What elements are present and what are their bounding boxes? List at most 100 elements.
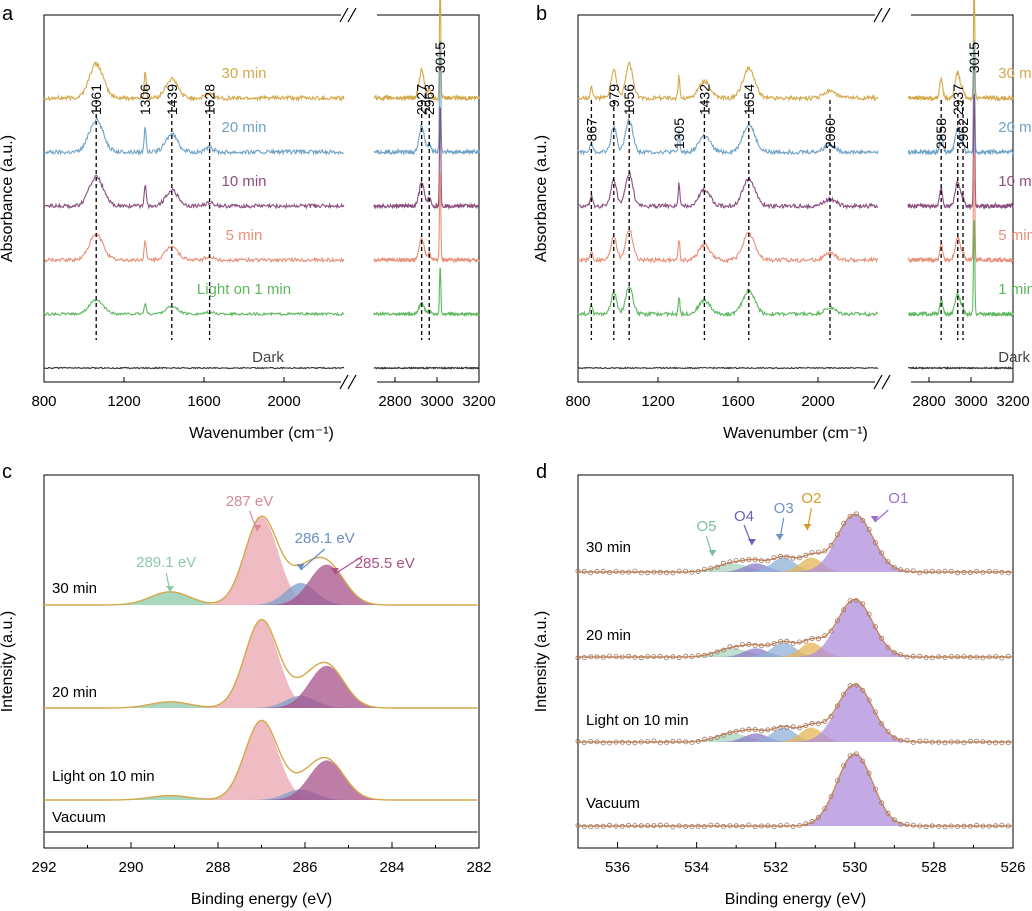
- data-point: [759, 643, 765, 649]
- peak-annotation: 3015: [432, 42, 448, 73]
- component-label: O5: [696, 518, 716, 535]
- peak-annotation: 979: [606, 84, 622, 108]
- data-point: [689, 740, 695, 746]
- spectrum-label: 30 min: [586, 539, 631, 556]
- data-point: [651, 823, 657, 829]
- data-point: [575, 738, 581, 744]
- series-line-30-min: [373, 0, 480, 102]
- series-line-20-min: [577, 118, 879, 156]
- data-point: [619, 654, 625, 660]
- component-label: O2: [801, 490, 821, 507]
- data-point: [632, 823, 638, 829]
- data-point: [626, 822, 632, 828]
- component-arrowhead: [330, 568, 339, 574]
- series-line-dark: [908, 365, 1014, 371]
- data-point: [594, 823, 600, 829]
- data-point: [581, 824, 587, 830]
- data-point: [910, 739, 916, 745]
- data-point: [695, 569, 701, 575]
- data-point: [986, 823, 992, 829]
- data-point: [993, 740, 999, 746]
- data-point: [980, 570, 986, 576]
- peak-annotation: 1061: [88, 84, 104, 115]
- data-point: [822, 548, 828, 554]
- data-point: [999, 569, 1005, 575]
- data-point: [588, 824, 594, 830]
- data-point: [910, 822, 916, 828]
- component-arrow: [334, 555, 364, 575]
- data-point: [942, 740, 948, 746]
- data-point: [600, 740, 606, 746]
- data-point: [638, 739, 644, 745]
- data-point: [1005, 823, 1011, 829]
- data-point: [948, 823, 954, 829]
- component-area-o2: [578, 557, 1013, 572]
- component-arrowhead: [166, 586, 175, 592]
- series-label: 1 min: [998, 281, 1032, 298]
- series-line-10-min: [43, 174, 345, 210]
- peak-annotation: 1432: [696, 84, 712, 115]
- data-point: [714, 564, 720, 570]
- component-area-o2: [578, 727, 1013, 742]
- data-point: [834, 618, 840, 624]
- data-point: [778, 639, 784, 645]
- data-point: [607, 822, 613, 828]
- data-point: [771, 641, 777, 647]
- data-point: [632, 654, 638, 660]
- data-point: [853, 682, 859, 688]
- series-label: 10 min: [221, 173, 266, 190]
- data-point: [809, 720, 815, 726]
- data-point: [727, 823, 733, 829]
- data-point: [702, 824, 708, 830]
- data-point: [961, 740, 967, 746]
- data-point: [885, 729, 891, 735]
- data-point: [746, 641, 752, 647]
- data-point: [695, 653, 701, 659]
- axis-break-bottom-mark: [873, 374, 891, 390]
- data-point: [689, 569, 695, 575]
- component-arrow: [874, 509, 889, 523]
- data-point: [809, 819, 815, 825]
- component-area-o3: [578, 642, 1013, 657]
- component-area-o2: [578, 642, 1013, 657]
- data-point: [740, 557, 746, 563]
- data-point: [860, 758, 866, 764]
- data-point: [847, 513, 853, 519]
- data-point: [1005, 570, 1011, 576]
- data-point: [815, 815, 821, 821]
- data-point: [815, 721, 821, 727]
- data-point: [778, 823, 784, 829]
- data-point: [847, 683, 853, 689]
- data-point: [974, 568, 980, 574]
- data-point: [803, 552, 809, 558]
- data-point: [923, 569, 929, 575]
- data-point: [784, 724, 790, 730]
- data-point: [853, 598, 859, 604]
- data-point: [670, 824, 676, 830]
- data-point: [891, 735, 897, 741]
- data-point: [929, 823, 935, 829]
- y-axis-label: Intensity (a.u.): [0, 611, 16, 712]
- data-point: [784, 822, 790, 828]
- data-point: [872, 786, 878, 792]
- data-point: [828, 794, 834, 800]
- data-point: [879, 721, 885, 727]
- x-tick-label: 526: [1000, 859, 1025, 876]
- data-point: [733, 823, 739, 829]
- data-point: [759, 823, 765, 829]
- x-tick-label: 800: [565, 393, 590, 410]
- data-point: [740, 642, 746, 648]
- data-point: [708, 651, 714, 657]
- data-point: [581, 740, 587, 746]
- data-point: [575, 568, 581, 574]
- series-label: 20 min: [998, 119, 1032, 136]
- data-point: [721, 647, 727, 653]
- data-point: [853, 511, 859, 517]
- series-label: Light on 1 min: [197, 281, 291, 298]
- x-tick-label: 536: [605, 859, 630, 876]
- data-point: [727, 559, 733, 565]
- data-point: [841, 521, 847, 527]
- data-point: [815, 549, 821, 555]
- data-point: [999, 822, 1005, 828]
- data-point: [657, 822, 663, 828]
